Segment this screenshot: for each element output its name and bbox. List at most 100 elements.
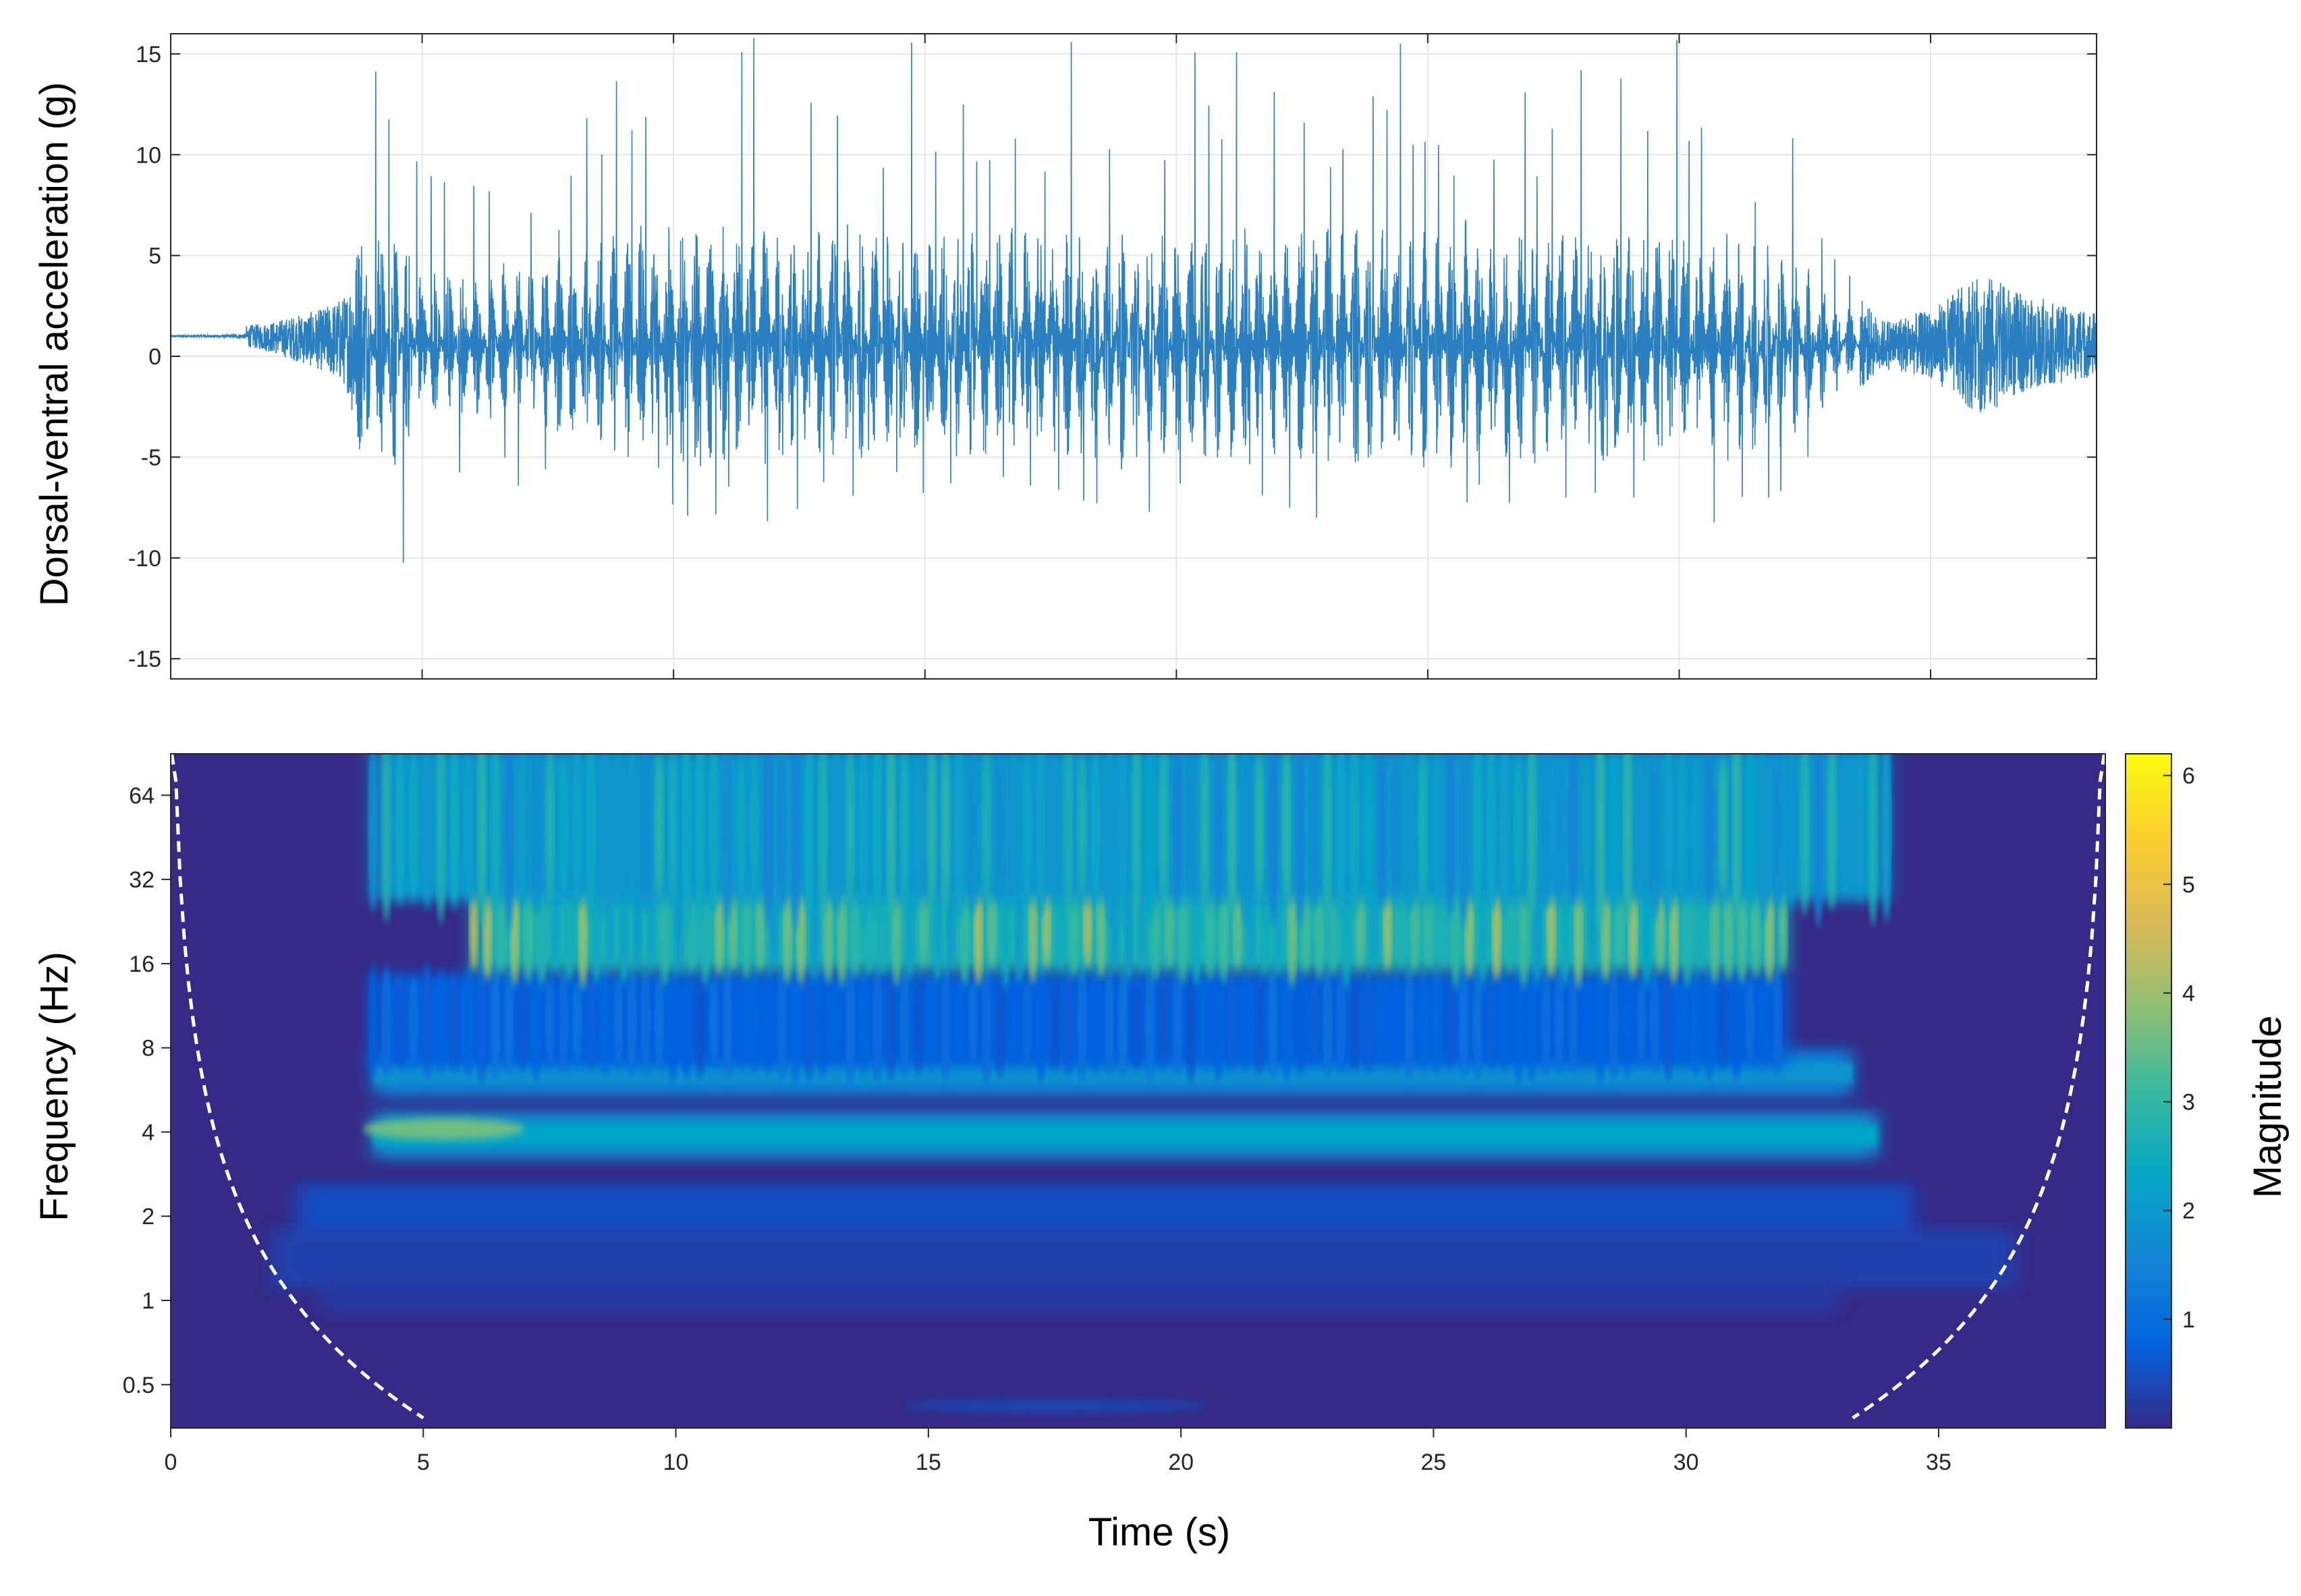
acceleration-series [171,38,2097,563]
scalogram-streak [1813,754,1823,928]
scalogram-streak [1009,754,1019,905]
scalogram-streak [381,754,391,923]
scalogram-streak [1677,754,1687,902]
scalogram-streak [995,754,1005,903]
scalogram-streak [1082,883,1092,968]
bottom-x-tick-label: 15 [916,1450,941,1475]
scalogram-band [368,754,1891,931]
scalogram-streak [1336,754,1346,925]
scalogram-streak [1554,966,1564,1075]
scalogram-panel: 0 5 10 15 20 25 30 35 64 32 16 8 4 2 1 0.5 [123,753,2106,1475]
scalogram-streak [1377,754,1387,907]
scalogram-streak [1758,754,1769,923]
scalogram-streak [682,962,692,1080]
scalogram-streak [1009,977,1019,1064]
top-y-tick-label: 0 [148,344,161,370]
scalogram-streak [1758,974,1769,1067]
scalogram-streak [1718,974,1728,1068]
scalogram-streak [1614,883,1624,968]
scalogram-streak [1431,754,1441,900]
scalogram-streak [531,959,541,1082]
scalogram-streak [1690,964,1700,1077]
scalogram-streak [1186,754,1196,898]
scalogram-streak [1132,754,1142,918]
scalogram-streak [1022,754,1032,902]
scalogram-streak [954,754,964,922]
scalogram-streak [1514,958,1524,1084]
scalogram-streak [722,754,732,925]
scalogram-streak [1036,754,1046,916]
scalogram-streak [886,962,896,1080]
scalogram-streak [845,754,855,908]
scalogram-streak [1554,754,1564,899]
scalogram-streak [1650,970,1660,1072]
scalogram-streak [1186,958,1196,1083]
scalogram-streak [1704,959,1715,1082]
scalogram-streak [368,754,378,912]
scalogram-streak [613,754,623,906]
scalogram-streak [654,754,664,898]
scalogram-streak [1355,881,1365,969]
scalogram-streak [1049,754,1059,897]
scalogram-streak [736,754,746,898]
scalogram-streak [1404,754,1414,913]
scalogram-streak [981,957,991,1084]
scalogram-streak [790,754,800,929]
scalogram-streak [395,974,405,1067]
scalogram-streak [409,976,419,1066]
scalogram-streak [1295,754,1305,929]
top-y-tick-label: -10 [128,546,161,572]
scalogram-band [372,1111,1879,1159]
scalogram-streak [668,754,678,901]
scalogram-streak [1663,754,1673,918]
scalogram-bands [368,754,1891,1159]
scalogram-glow-region [322,1268,1838,1313]
bottom-y-tick-label: 1 [142,1288,155,1314]
bottom-y-tick-label: 0.5 [123,1373,155,1398]
scalogram-streak [1745,754,1755,908]
scalogram-streak [695,754,705,929]
scalogram-streak [1254,754,1265,898]
scalogram-streak [1418,754,1428,899]
colorbar-tick-label: 5 [2182,872,2195,898]
scalogram-streak [449,971,460,1070]
scalogram-streak [422,963,433,1078]
scalogram-streak [736,974,746,1067]
scalogram-streak [1281,754,1292,901]
scalogram-streak [1541,754,1551,910]
scalogram-streak [763,966,773,1075]
scalogram-streak [1690,754,1700,896]
scalogram-streak [1022,976,1032,1066]
scalogram-streak [1881,754,1891,923]
acceleration-panel: 15 10 5 0 -5 -10 -15 [128,33,2097,680]
bottom-x-tick-label: 30 [1673,1450,1699,1475]
scalogram-streak [1663,960,1673,1082]
scalogram-streak [572,754,582,908]
bottom-x-tick-label: 10 [663,1450,689,1475]
colorbar: 1 2 3 4 5 6 [2125,753,2195,1429]
scalogram-streak [728,880,738,970]
scalogram-streak [640,754,650,913]
scalogram-streak [1404,962,1414,1080]
scalogram-streak [1745,977,1755,1064]
scalogram-streak [1110,879,1120,971]
scalogram-streak [981,754,991,904]
scalogram-streak [1431,966,1441,1075]
scalogram-streak [605,881,615,969]
scalogram-streak [927,974,937,1068]
scalogram-streak [919,883,929,967]
scalogram-streak [941,960,951,1082]
scalogram-streak [804,961,814,1081]
scalogram-streak [1527,754,1537,918]
scalogram-streak [1568,967,1578,1074]
bottom-y-tick-label: 16 [129,952,155,977]
scalogram-streak [750,754,760,900]
scalogram-streak [1773,754,1783,904]
scalogram-low-glow [271,1184,2015,1313]
scalogram-streak [559,967,569,1075]
bottom-y-tick-label: 2 [142,1204,155,1230]
scalogram-streak [1391,973,1401,1068]
scalogram-streak [1396,883,1406,967]
scalogram-streak [1418,970,1428,1071]
